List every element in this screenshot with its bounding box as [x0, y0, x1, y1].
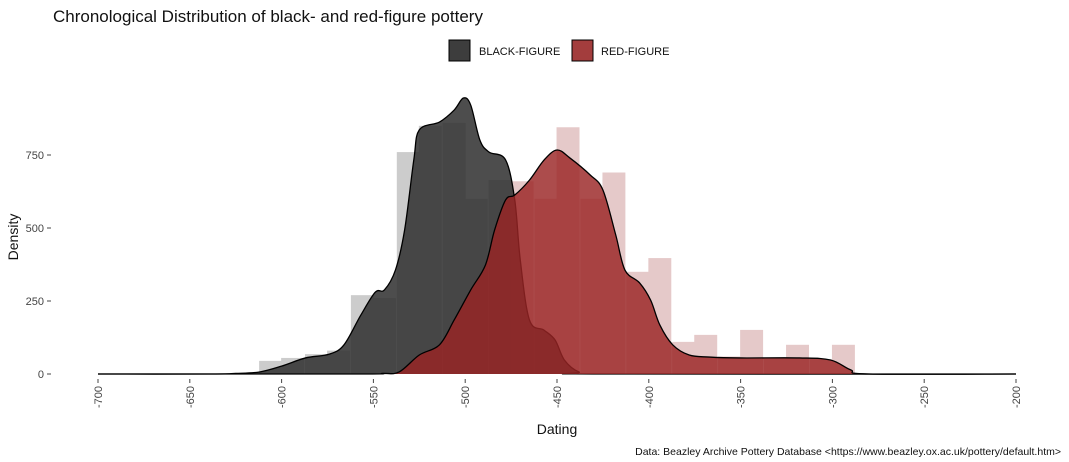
red-figure-density-line	[97, 149, 1017, 375]
x-tick-label: -500	[460, 386, 472, 408]
x-tick-label: -550	[368, 386, 380, 408]
x-tick-label: -450	[552, 386, 564, 408]
x-tick-label: -650	[185, 386, 197, 408]
y-tick-label: 500	[26, 223, 44, 235]
legend-key-black-figure	[448, 39, 471, 62]
y-axis-label: Density	[5, 214, 21, 261]
x-tick-label: -250	[919, 386, 931, 408]
x-tick-label: -600	[277, 386, 289, 408]
legend-label-black-figure: BLACK-FIGURE	[479, 46, 560, 58]
x-tick-label: -700	[93, 386, 105, 408]
y-tick-label: 0	[38, 369, 44, 381]
x-tick-label: -400	[644, 386, 656, 408]
x-tick-label: -200	[1011, 386, 1023, 408]
caption: Data: Beazley Archive Pottery Database <…	[635, 446, 1061, 458]
chart-title: Chronological Distribution of black- and…	[53, 7, 483, 26]
y-tick-label: 750	[26, 150, 44, 162]
legend-key-red-figure	[571, 39, 594, 62]
legend-label-red-figure: RED-FIGURE	[601, 46, 669, 58]
legend: BLACK-FIGURE RED-FIGURE	[448, 39, 669, 62]
x-axis-label: Dating	[537, 421, 577, 437]
x-tick-label: -300	[827, 386, 839, 408]
y-tick-label: 250	[26, 296, 44, 308]
red-figure-density-area	[98, 150, 1016, 375]
x-tick-label: -350	[736, 386, 748, 408]
